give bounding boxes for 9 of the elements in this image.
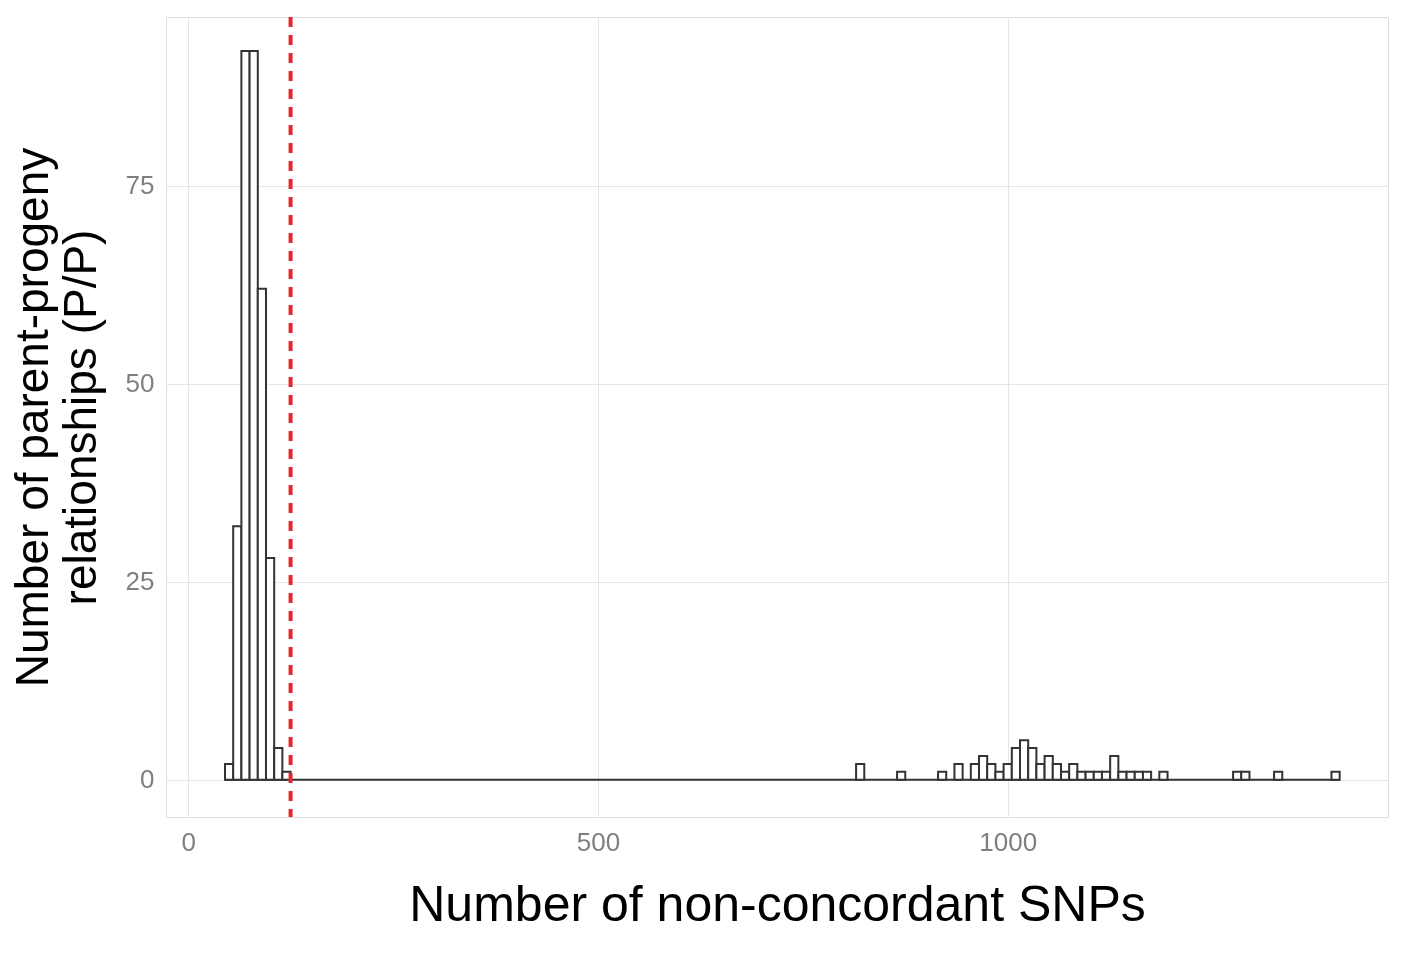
y-tick-label: 50	[125, 368, 155, 399]
y-tick-label: 25	[125, 566, 155, 597]
x-tick-label: 500	[576, 826, 621, 857]
y-axis-title: Number of parent-progeny relationships (P/P)	[5, 147, 106, 688]
y-tick-label: 75	[125, 170, 155, 201]
x-tick-label: 0	[181, 826, 196, 857]
y-tick-label: 0	[140, 764, 155, 795]
x-axis-title: Number of non-concordant SNPs	[409, 875, 1146, 932]
x-tick-label: 1000	[979, 826, 1038, 857]
